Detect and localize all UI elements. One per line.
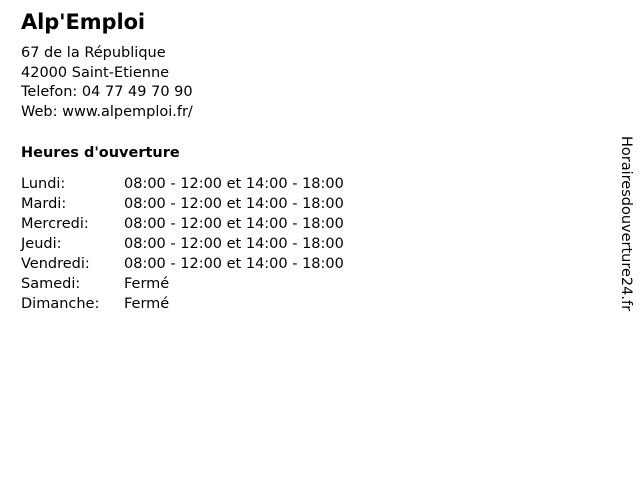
address-website: Web: www.alpemploi.fr/ bbox=[21, 103, 193, 120]
day-hours: 08:00 - 12:00 et 14:00 - 18:00 bbox=[124, 196, 344, 212]
day-label: Samedi: bbox=[21, 276, 81, 292]
day-label: Mercredi: bbox=[21, 216, 89, 232]
table-row: Mardi: 08:00 - 12:00 et 14:00 - 18:00 bbox=[21, 194, 344, 214]
day-hours: Fermé bbox=[124, 276, 170, 292]
address-block: 67 de la République 42000 Saint-Etienne … bbox=[21, 44, 193, 122]
table-row: Samedi: Fermé bbox=[21, 274, 344, 294]
address-street: 67 de la République bbox=[21, 45, 166, 61]
day-label: Mardi: bbox=[21, 196, 67, 212]
table-row: Lundi: 08:00 - 12:00 et 14:00 - 18:00 bbox=[21, 174, 344, 194]
table-row: Vendredi: 08:00 - 12:00 et 14:00 - 18:00 bbox=[21, 254, 344, 274]
day-label: Vendredi: bbox=[21, 256, 90, 272]
day-hours: 08:00 - 12:00 et 14:00 - 18:00 bbox=[124, 236, 344, 252]
watermark-text: Horairesdouverture24.fr bbox=[618, 136, 634, 312]
day-label: Lundi: bbox=[21, 176, 66, 192]
day-label: Dimanche: bbox=[21, 296, 100, 312]
page-title: Alp'Emploi bbox=[21, 10, 145, 34]
table-row: Dimanche: Fermé bbox=[21, 294, 344, 314]
day-hours: 08:00 - 12:00 et 14:00 - 18:00 bbox=[124, 216, 344, 232]
day-hours: 08:00 - 12:00 et 14:00 - 18:00 bbox=[124, 176, 344, 192]
table-row: Mercredi: 08:00 - 12:00 et 14:00 - 18:00 bbox=[21, 214, 344, 234]
opening-hours-body: Lundi: 08:00 - 12:00 et 14:00 - 18:00 Ma… bbox=[21, 174, 344, 314]
address-city: 42000 Saint-Etienne bbox=[21, 64, 170, 81]
address-phone: Telefon: 04 77 49 70 90 bbox=[21, 84, 193, 100]
day-label: Jeudi: bbox=[21, 236, 62, 252]
opening-hours-table: Lundi: 08:00 - 12:00 et 14:00 - 18:00 Ma… bbox=[21, 174, 344, 314]
opening-hours-heading: Heures d'ouverture bbox=[21, 145, 180, 161]
table-row: Jeudi: 08:00 - 12:00 et 14:00 - 18:00 bbox=[21, 234, 344, 254]
watermark: Horairesdouverture24.fr bbox=[617, 136, 639, 346]
day-hours: Fermé bbox=[124, 296, 170, 312]
day-hours: 08:00 - 12:00 et 14:00 - 18:00 bbox=[124, 256, 344, 272]
